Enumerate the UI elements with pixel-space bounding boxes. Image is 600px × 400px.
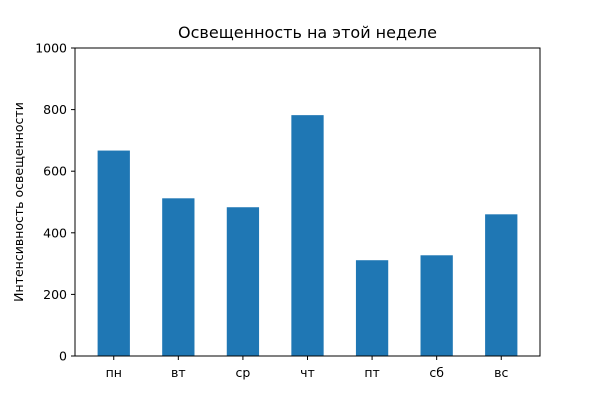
y-axis-ticks: 0 200 400 600 800 1000 <box>35 41 75 364</box>
y-tick-label: 600 <box>43 164 67 179</box>
bars-group <box>97 115 518 356</box>
y-tick-label: 800 <box>43 102 67 117</box>
x-tick-label: вс <box>494 365 508 380</box>
x-tick-label: вт <box>171 365 186 380</box>
bar-сб <box>420 255 453 356</box>
y-tick-label: 0 <box>59 349 67 364</box>
x-tick-label: пн <box>106 365 122 380</box>
bar-пт <box>355 260 389 356</box>
bar-пн <box>97 150 130 356</box>
bar-вт <box>162 198 195 356</box>
chart-title: Освещенность на этой неделе <box>178 23 437 42</box>
bar-ср <box>226 207 260 356</box>
y-tick-label: 1000 <box>35 41 67 56</box>
x-tick-label: сб <box>429 365 444 380</box>
bar-чт <box>291 115 324 356</box>
x-tick-label: ср <box>236 365 251 380</box>
bar-вс <box>485 214 518 356</box>
y-tick-label: 200 <box>43 287 67 302</box>
plot-frame <box>74 47 541 357</box>
x-axis-ticks: пн вт ср чт пт сб вс <box>106 356 508 380</box>
y-axis-label: Интенсивность освещенности <box>11 102 26 302</box>
x-tick-label: пт <box>364 365 379 380</box>
y-tick-label: 400 <box>43 225 67 240</box>
x-tick-label: чт <box>300 365 315 380</box>
